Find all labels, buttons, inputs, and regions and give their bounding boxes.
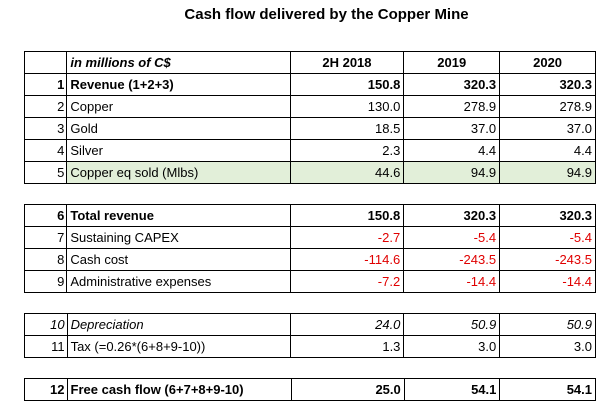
table-row: 12 Free cash flow (6+7+8+9-10) 25.0 54.1… xyxy=(24,378,596,401)
value-2019: 320.3 xyxy=(403,73,501,96)
value-2020: 54.1 xyxy=(499,378,596,401)
revenue-table: in millions of C$ 2H 2018 2019 2020 1 Re… xyxy=(23,51,596,184)
header-2020: 2020 xyxy=(499,51,596,74)
row-label: Silver xyxy=(66,139,291,162)
value-2019: 3.0 xyxy=(403,335,501,358)
value-2020: 278.9 xyxy=(499,95,596,118)
value-2h-2018: 150.8 xyxy=(289,73,405,96)
table-row: 4 Silver 2.3 4.4 4.4 xyxy=(23,139,596,162)
value-2h-2018: 2.3 xyxy=(289,139,405,162)
value-2020: 320.3 xyxy=(499,204,596,227)
value-2019: -5.4 xyxy=(403,226,501,249)
table-row: 8 Cash cost -114.6 -243.5 -243.5 xyxy=(23,248,596,271)
value-2h-2018: 44.6 xyxy=(289,161,405,184)
table-row: 2 Copper 130.0 278.9 278.9 xyxy=(23,95,596,118)
row-label: Free cash flow (6+7+8+9-10) xyxy=(66,378,292,401)
value-2020: 37.0 xyxy=(499,117,596,140)
value-2020: -5.4 xyxy=(499,226,596,249)
unit-label: in millions of C$ xyxy=(66,51,291,74)
table-header-row: in millions of C$ 2H 2018 2019 2020 xyxy=(23,51,596,74)
table-row: 10 Depreciation 24.0 50.9 50.9 xyxy=(24,313,596,336)
table-row: 9 Administrative expenses -7.2 -14.4 -14… xyxy=(23,270,596,293)
row-number: 1 xyxy=(23,73,68,96)
value-2h-2018: -7.2 xyxy=(289,270,405,293)
depreciation-tax-table: 10 Depreciation 24.0 50.9 50.9 11 Tax (=… xyxy=(24,313,596,358)
table-row: 6 Total revenue 150.8 320.3 320.3 xyxy=(23,204,596,227)
value-2h-2018: 18.5 xyxy=(289,117,405,140)
value-2019: -243.5 xyxy=(403,248,501,271)
table-row: 3 Gold 18.5 37.0 37.0 xyxy=(23,117,596,140)
value-2h-2018: 25.0 xyxy=(290,378,405,401)
value-2019: 94.9 xyxy=(403,161,501,184)
row-label: Depreciation xyxy=(66,313,291,336)
page-title: Cash flow delivered by the Copper Mine xyxy=(184,6,469,23)
table-row: 1 Revenue (1+2+3) 150.8 320.3 320.3 xyxy=(23,73,596,96)
row-label: Copper xyxy=(66,95,291,118)
value-2020: 4.4 xyxy=(499,139,596,162)
value-2h-2018: 150.8 xyxy=(289,204,405,227)
value-2020: 320.3 xyxy=(499,73,596,96)
value-2020: 94.9 xyxy=(499,161,596,184)
costs-table: 6 Total revenue 150.8 320.3 320.3 7 Sust… xyxy=(23,204,596,293)
value-2h-2018: 130.0 xyxy=(289,95,405,118)
row-number: 3 xyxy=(23,117,68,140)
row-label: Sustaining CAPEX xyxy=(66,226,291,249)
row-number: 10 xyxy=(24,313,68,336)
value-2019: -14.4 xyxy=(403,270,501,293)
value-2019: 4.4 xyxy=(403,139,501,162)
value-2020: 50.9 xyxy=(499,313,596,336)
table-row: 7 Sustaining CAPEX -2.7 -5.4 -5.4 xyxy=(23,226,596,249)
free-cash-flow-table: 12 Free cash flow (6+7+8+9-10) 25.0 54.1… xyxy=(24,378,596,401)
value-2h-2018: 1.3 xyxy=(289,335,405,358)
value-2h-2018: -114.6 xyxy=(289,248,405,271)
row-number: 5 xyxy=(23,161,68,184)
row-number: 9 xyxy=(23,270,68,293)
header-2019: 2019 xyxy=(403,51,501,74)
table-row: 5 Copper eq sold (Mlbs) 44.6 94.9 94.9 xyxy=(23,161,596,184)
row-label: Administrative expenses xyxy=(66,270,291,293)
value-2h-2018: -2.7 xyxy=(289,226,405,249)
value-2019: 50.9 xyxy=(403,313,501,336)
header-2h-2018: 2H 2018 xyxy=(289,51,405,74)
value-2020: -243.5 xyxy=(499,248,596,271)
row-number: 4 xyxy=(23,139,68,162)
value-2019: 37.0 xyxy=(403,117,501,140)
value-2h-2018: 24.0 xyxy=(289,313,405,336)
row-number: 2 xyxy=(23,95,68,118)
row-label: Copper eq sold (Mlbs) xyxy=(66,161,291,184)
row-label: Revenue (1+2+3) xyxy=(66,73,291,96)
value-2019: 54.1 xyxy=(403,378,501,401)
table-row: 11 Tax (=0.26*(6+8+9-10)) 1.3 3.0 3.0 xyxy=(24,335,596,358)
row-number: 6 xyxy=(23,204,68,227)
row-label: Cash cost xyxy=(66,248,291,271)
row-label: Total revenue xyxy=(66,204,291,227)
value-2019: 278.9 xyxy=(403,95,501,118)
header-num-cell xyxy=(23,51,68,74)
row-label: Tax (=0.26*(6+8+9-10)) xyxy=(66,335,291,358)
value-2020: -14.4 xyxy=(499,270,596,293)
row-number: 11 xyxy=(24,335,68,358)
value-2020: 3.0 xyxy=(499,335,596,358)
row-number: 8 xyxy=(23,248,68,271)
row-label: Gold xyxy=(66,117,291,140)
row-number: 7 xyxy=(23,226,68,249)
value-2019: 320.3 xyxy=(403,204,501,227)
row-number: 12 xyxy=(24,378,68,401)
